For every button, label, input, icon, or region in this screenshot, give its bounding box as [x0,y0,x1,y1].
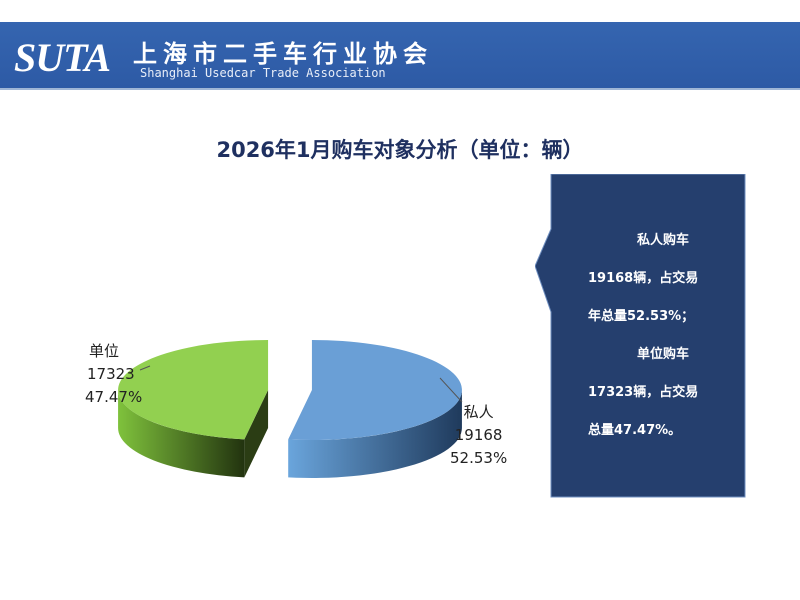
callout-line: 年总量52.53%； [588,309,695,324]
label-private-percent: 52.53% [450,449,508,467]
slice-top-private [288,340,462,440]
callout-line: 19168辆，占交易 [588,271,699,286]
slice-side-1 [118,390,245,478]
label-private: 私人 19168 52.53% [450,401,507,470]
label-unit-name: 单位 [89,342,120,360]
callout-line: 单位购车 [636,347,689,362]
label-private-value: 19168 [454,426,503,444]
association-name-en: Shanghai Usedcar Trade Association [140,66,386,80]
header-banner: SUTA 上海市二手车行业协会 Shanghai Usedcar Trade A… [0,22,800,90]
label-private-name: 私人 [463,403,494,421]
label-unit-value: 17323 [87,365,135,383]
callout-line: 私人购车 [636,233,689,248]
leader-line-private [439,377,463,403]
callout-box [535,174,746,498]
label-unit: 单位 17323 47.47% [85,340,142,409]
slice-cut-face [244,390,269,478]
logo: SUTA [14,35,111,80]
label-unit-percent: 47.47% [85,388,143,406]
callout-line: 总量47.47%。 [588,423,682,438]
leader-line-unit [139,365,151,371]
slice-side-0 [288,390,462,478]
association-name-cn: 上海市二手车行业协会 [133,40,433,68]
callout-line: 17323辆，占交易 [588,385,699,400]
slice-top-unit [118,340,269,440]
callout-text: 私人购车 19168辆，占交易 年总量52.53%； 单位购车 17323辆，占… [588,222,738,450]
chart-title: 2026年1月购车对象分析（单位：辆） [216,138,584,162]
